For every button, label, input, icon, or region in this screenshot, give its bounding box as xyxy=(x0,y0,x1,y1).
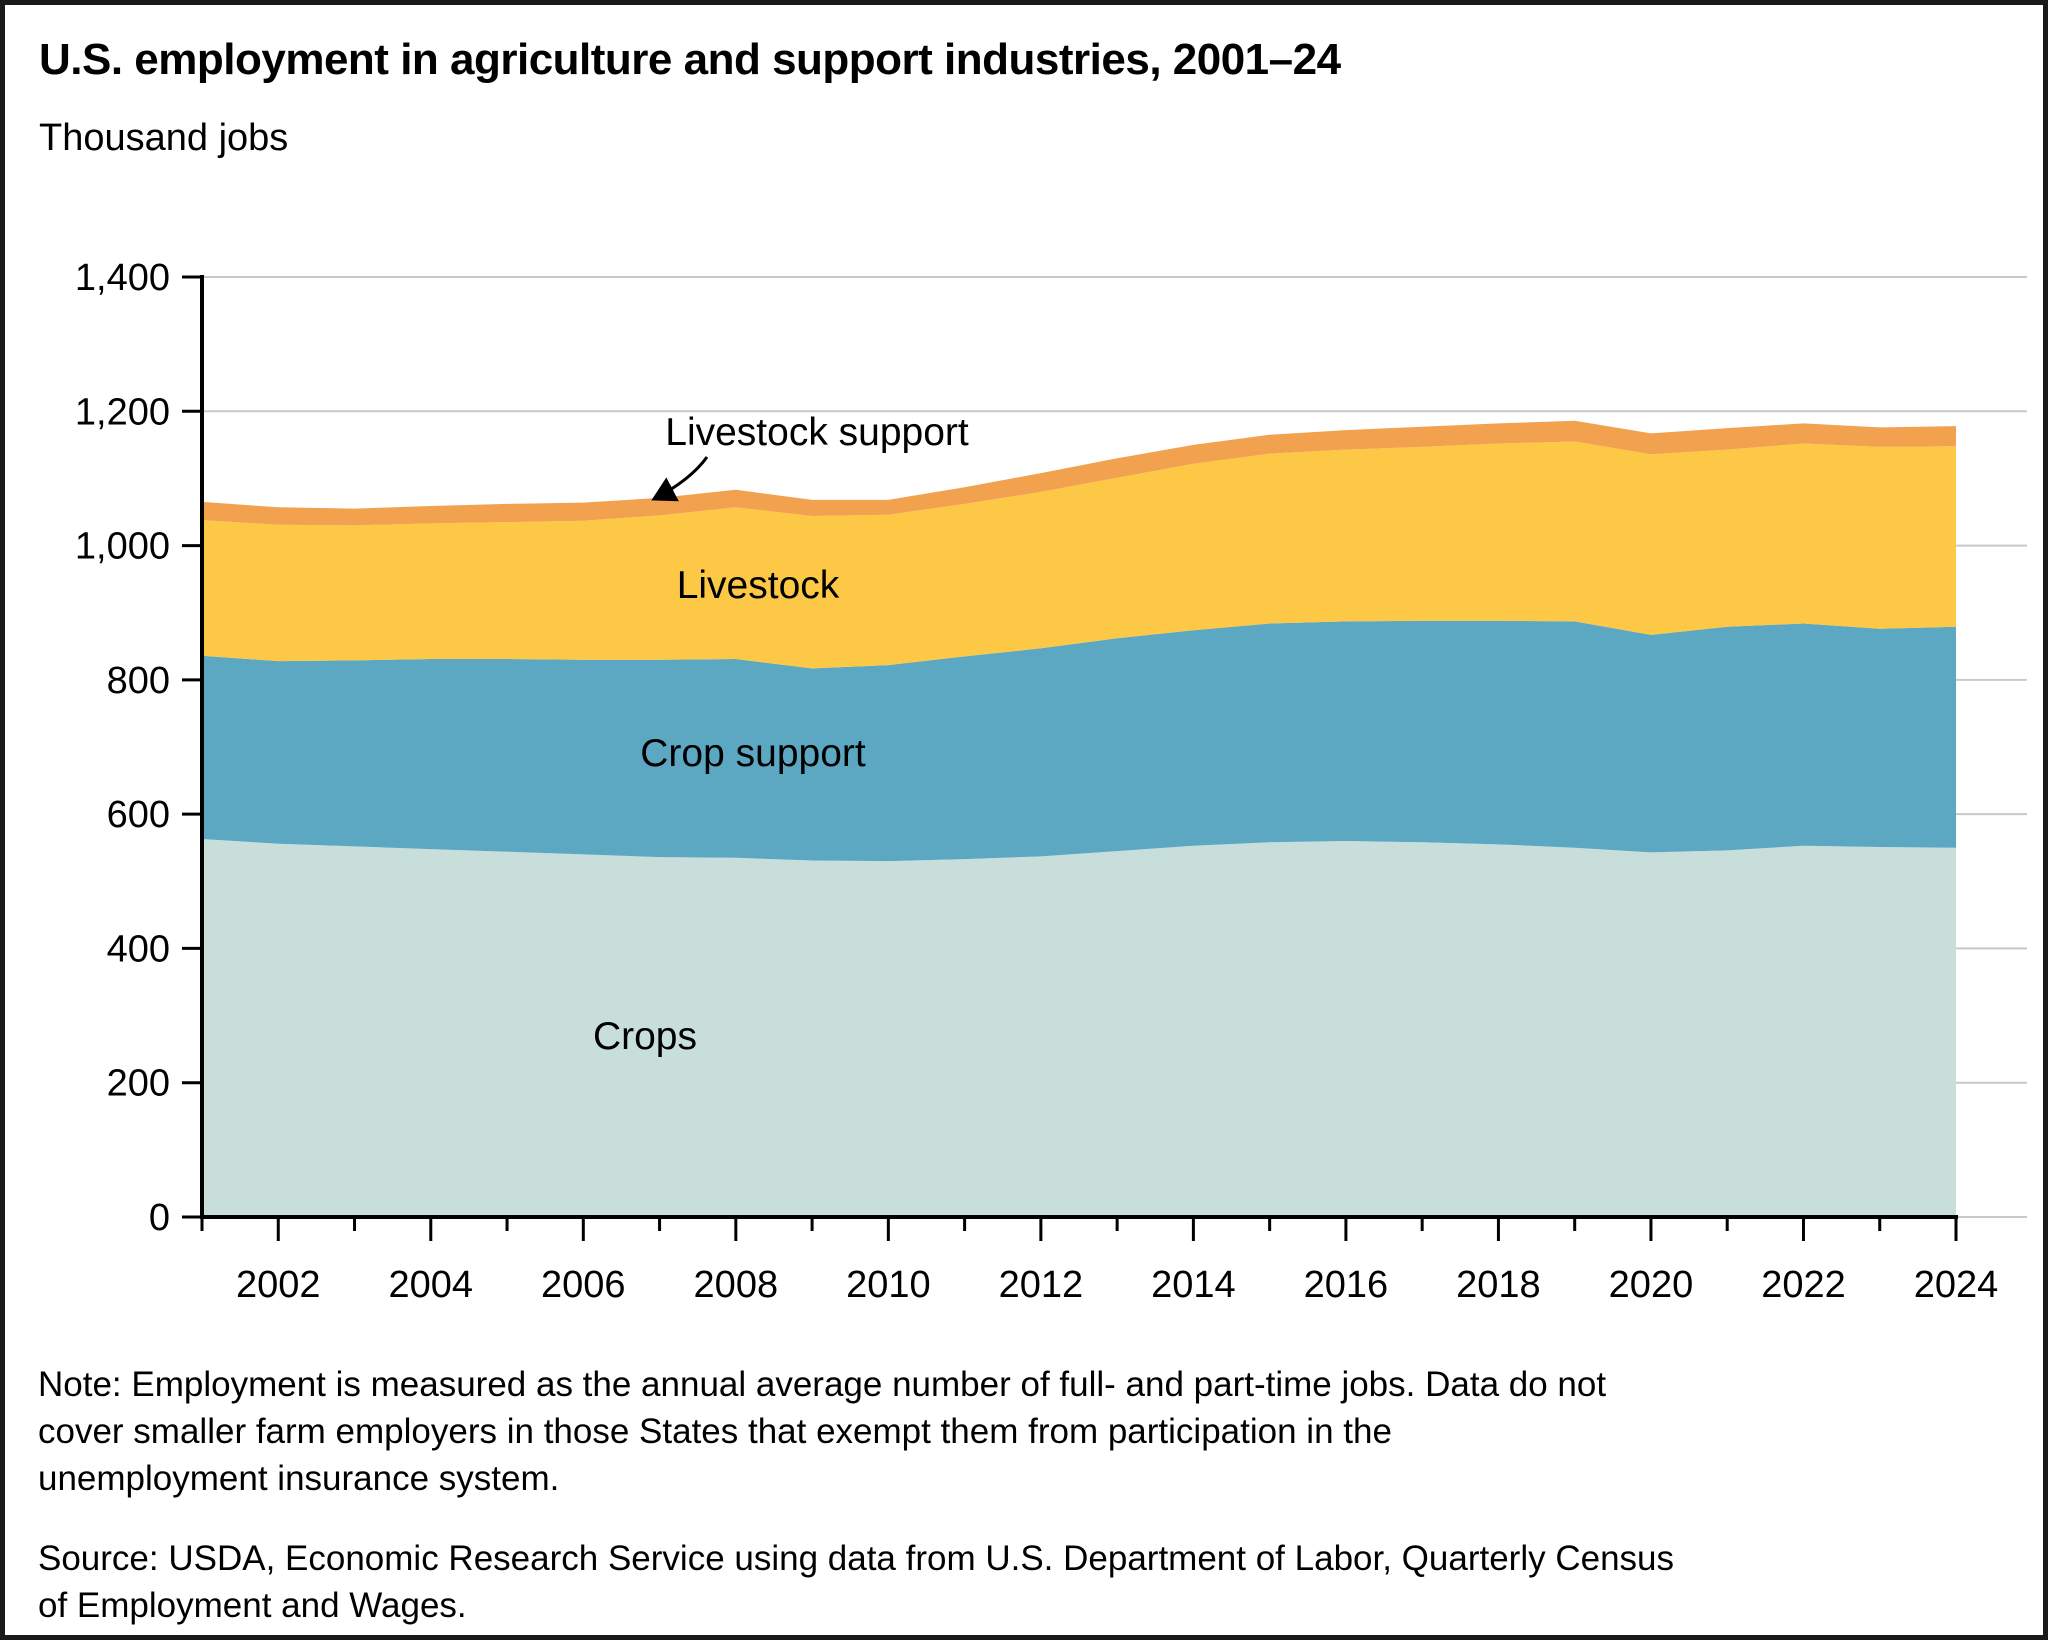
axis-tick-labels: 0 200 400 600 800 1,000 1,200 1,400 2002 2004 2006… xyxy=(75,257,1998,1306)
series-area-livestock-support xyxy=(202,420,1956,526)
x-tick-label-2008: 2008 xyxy=(694,1264,779,1306)
note-text: Note: Employment is measured as the annu… xyxy=(38,1365,1607,1498)
y-tick-label-600: 600 xyxy=(107,794,170,836)
x-tick-label-2024: 2024 xyxy=(1914,1264,1999,1306)
series-annotations: Livestock support Livestock Crop support Cr… xyxy=(593,411,969,1058)
series-area-livestock xyxy=(202,441,1956,669)
series-label-crops: Crops xyxy=(593,1015,697,1058)
x-tick-label-2022: 2022 xyxy=(1761,1264,1846,1306)
x-tick-label-2020: 2020 xyxy=(1609,1264,1694,1306)
series-label-livestock: Livestock xyxy=(677,564,840,607)
x-tick-label-2016: 2016 xyxy=(1304,1264,1389,1306)
y-tick-label-0: 0 xyxy=(149,1197,170,1239)
y-tick-label-800: 800 xyxy=(107,660,170,702)
y-tick-label-400: 400 xyxy=(107,928,170,970)
y-axis-unit-label: Thousand jobs xyxy=(39,117,289,159)
x-tick-label-2014: 2014 xyxy=(1151,1264,1236,1306)
y-tick-label-200: 200 xyxy=(107,1063,170,1105)
x-tick-label-2012: 2012 xyxy=(999,1264,1084,1306)
series-area-crops xyxy=(202,839,1956,1217)
series-area-crop-support xyxy=(202,620,1956,862)
x-tick-label-2006: 2006 xyxy=(541,1264,626,1306)
area-series xyxy=(202,420,1956,1217)
annotation-arrow xyxy=(651,456,709,502)
x-tick-label-2004: 2004 xyxy=(389,1264,474,1306)
axes-and-ticks xyxy=(182,275,1958,1241)
series-label-livestock-support: Livestock support xyxy=(665,411,969,454)
series-label-crop-support: Crop support xyxy=(640,732,866,775)
y-tick-label-1,000: 1,000 xyxy=(75,526,170,568)
chart-title: U.S. employment in agriculture and suppo… xyxy=(39,35,1341,84)
x-tick-label-2018: 2018 xyxy=(1456,1264,1541,1306)
y-tick-label-1,200: 1,200 xyxy=(75,391,170,433)
source-text: Source: USDA, Economic Research Service … xyxy=(38,1539,1674,1625)
x-tick-label-2002: 2002 xyxy=(236,1264,321,1306)
stacked-area-chart: 0 200 400 600 800 1,000 1,200 1,400 2002 2004 2006… xyxy=(75,257,2027,1306)
x-tick-label-2010: 2010 xyxy=(846,1264,931,1306)
y-tick-label-1,400: 1,400 xyxy=(75,257,170,299)
